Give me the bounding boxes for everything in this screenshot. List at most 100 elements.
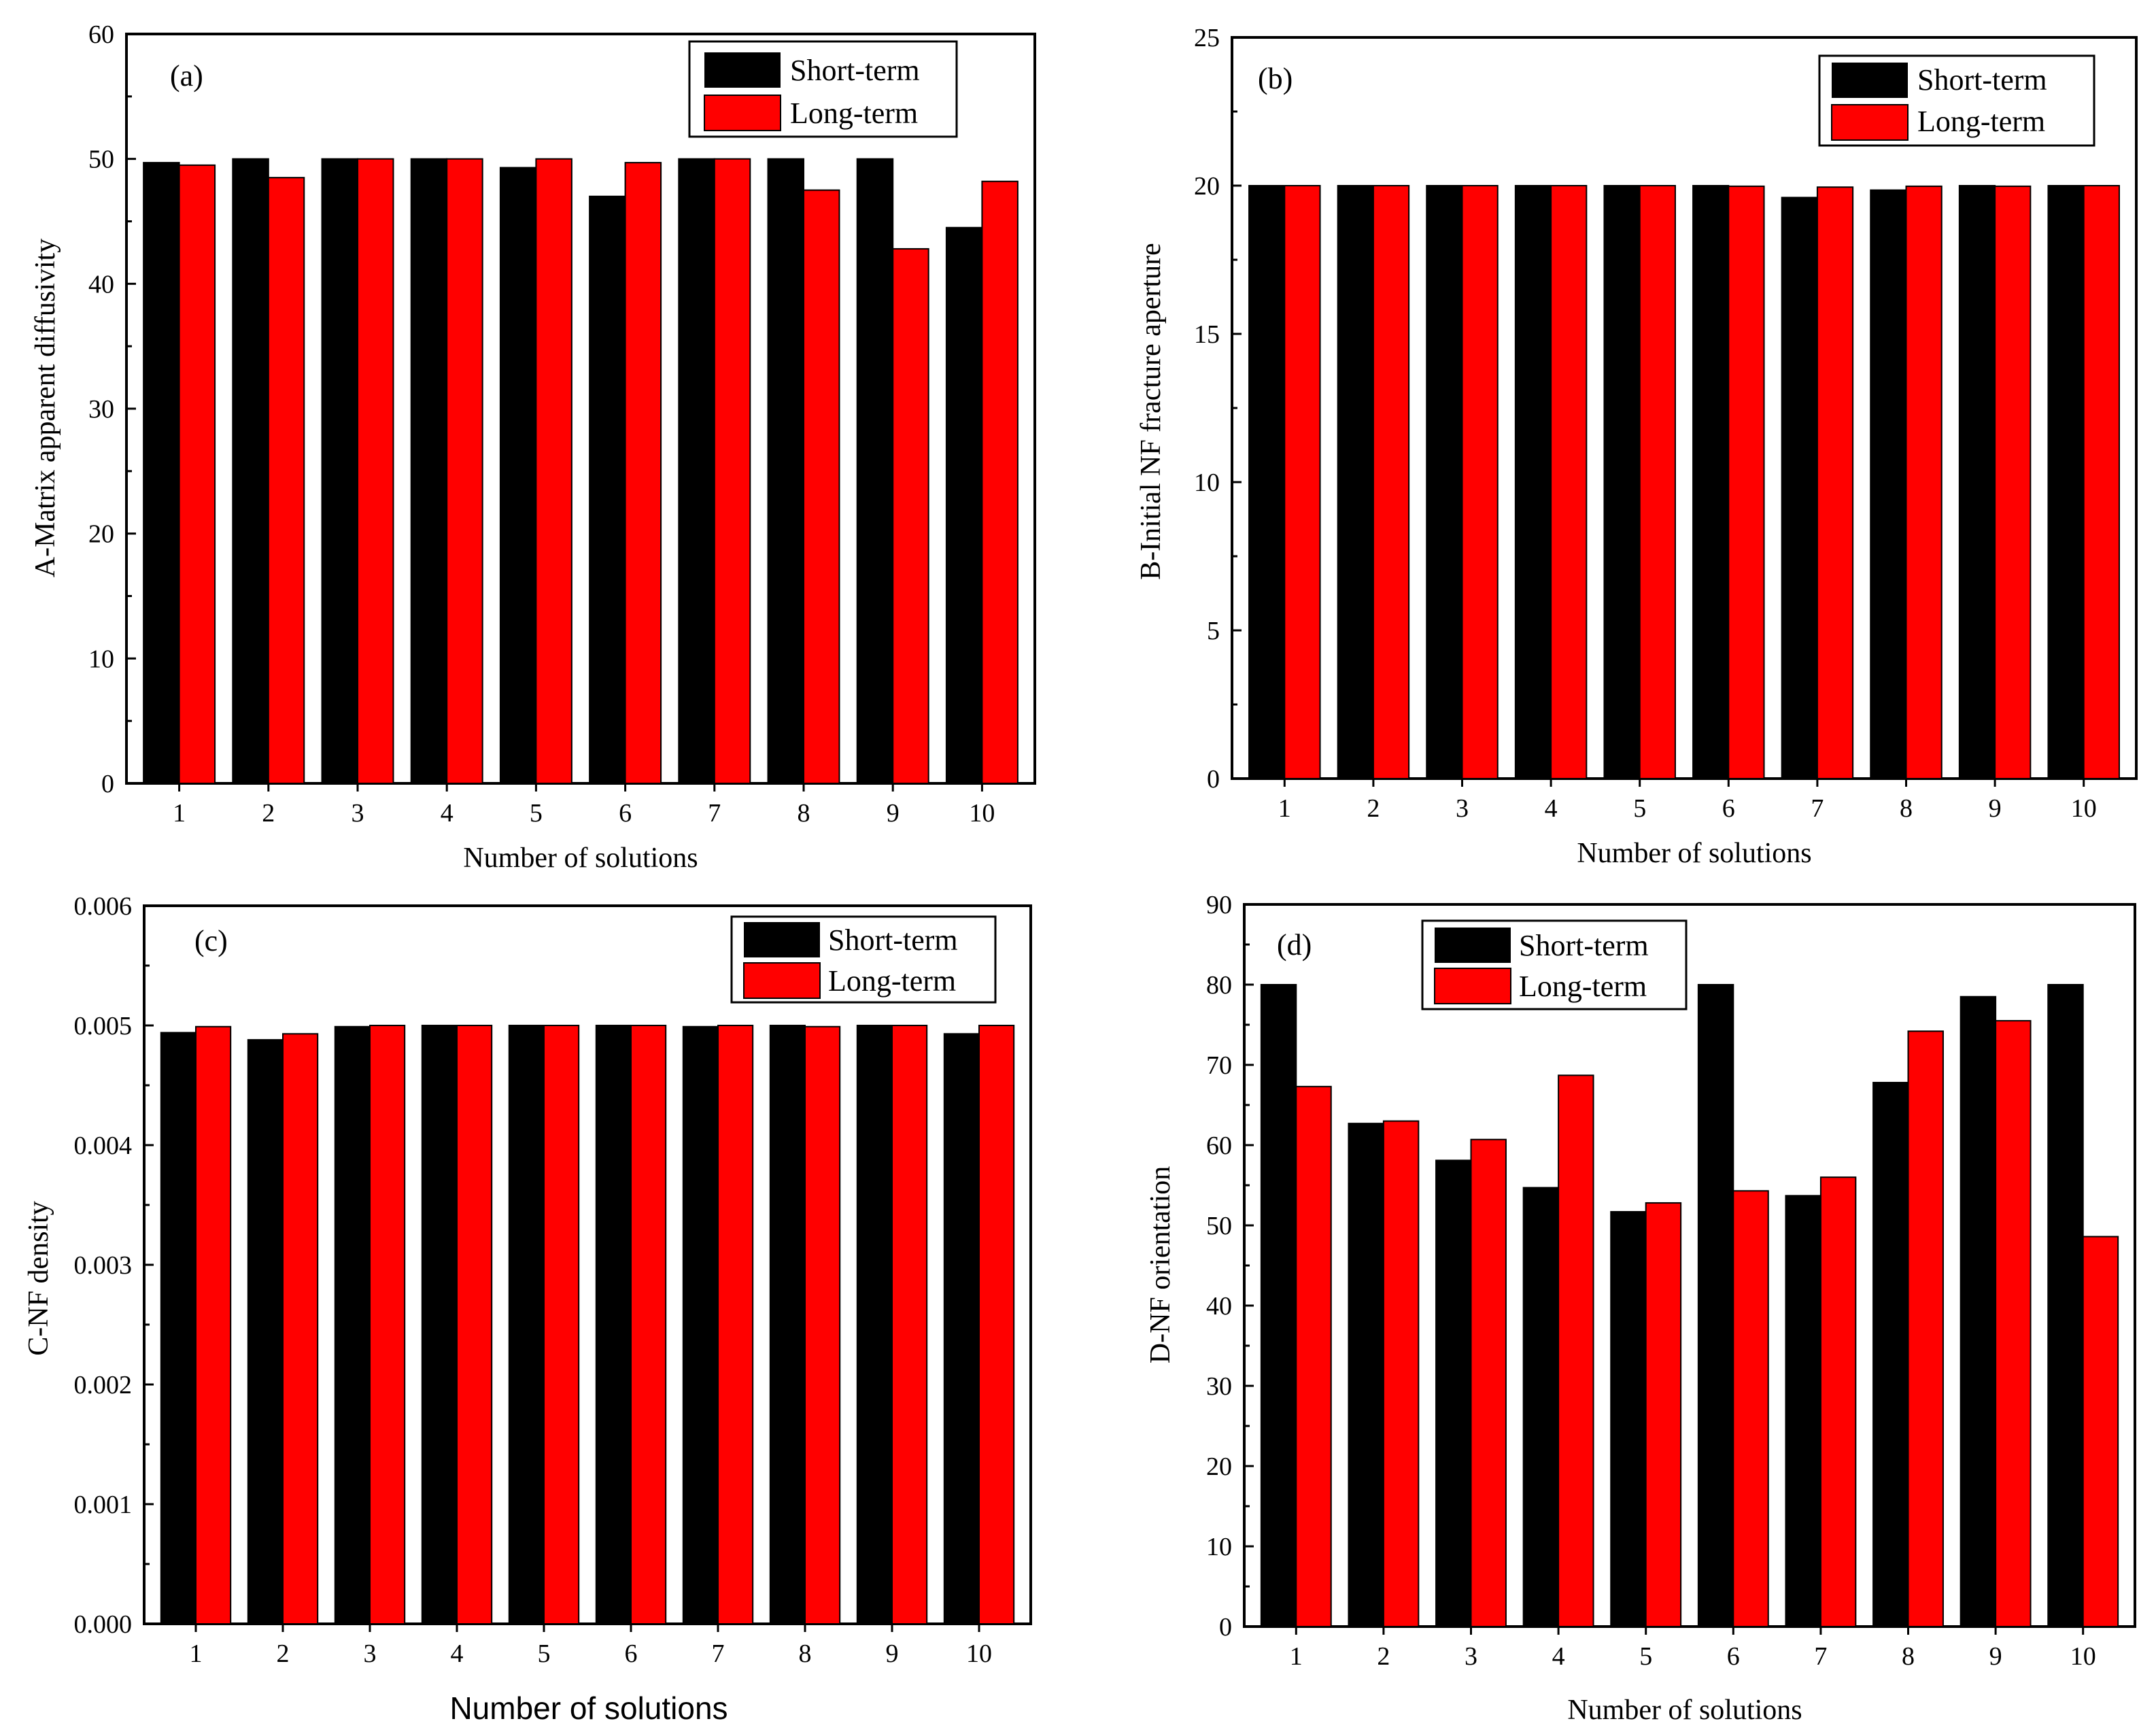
y-tick-label: 0.005 — [74, 1012, 133, 1040]
y-tick-label: 0.001 — [74, 1491, 133, 1519]
x-tick-label: 2 — [1377, 1642, 1390, 1671]
legend: Short-term Long-term — [1421, 919, 1688, 1010]
x-tick-label: 3 — [364, 1639, 377, 1668]
bar-long-term-9 — [891, 1025, 928, 1625]
y-tick-label: 25 — [1194, 24, 1220, 52]
y-tick-label: 0.006 — [74, 892, 133, 921]
y-tick-label: 40 — [1206, 1292, 1232, 1321]
bar-long-term-6 — [624, 162, 662, 784]
bar-short-term-9 — [1960, 996, 1997, 1627]
bars — [143, 158, 1019, 785]
bar-long-term-4 — [456, 1025, 493, 1625]
y-axis-title: B-Initial NF fracture aperture — [1135, 243, 1167, 580]
x-tick-label: 8 — [1900, 794, 1913, 823]
y-tick-label: 0 — [1219, 1613, 1232, 1642]
bar-short-term-5 — [499, 167, 537, 785]
bar-short-term-4 — [1514, 185, 1552, 779]
bar-long-term-2 — [1382, 1120, 1420, 1627]
bar-short-term-8 — [769, 1025, 806, 1625]
bar-short-term-4 — [421, 1025, 458, 1625]
bar-long-term-10 — [978, 1025, 1015, 1625]
x-tick-label: 7 — [712, 1639, 725, 1668]
y-tick-label: 20 — [1194, 172, 1220, 201]
bar-short-term-7 — [1785, 1195, 1821, 1627]
x-tick-label: 4 — [451, 1639, 464, 1668]
bar-short-term-5 — [508, 1025, 545, 1625]
bar-long-term-1 — [1295, 1085, 1332, 1627]
bar-short-term-1 — [1248, 185, 1286, 779]
x-tick-label: 5 — [538, 1639, 551, 1668]
legend-label-long-term: Long-term — [828, 964, 956, 998]
bar-short-term-7 — [678, 158, 715, 784]
bar-long-term-10 — [2082, 1236, 2119, 1627]
bar-long-term-4 — [1550, 185, 1588, 779]
x-tick-label: 10 — [2070, 1642, 2096, 1671]
bar-short-term-3 — [321, 158, 358, 784]
legend-swatch-short-term — [704, 52, 781, 88]
x-axis-title: Number of solutions — [1577, 838, 1811, 869]
axis-ticks: 1 2 3 4 5 6 7 8 9 10 0.000 0.001 0.002 0.003 0.004 0.00… — [74, 892, 993, 1668]
panel-c: 1 2 3 4 5 6 7 8 9 10 0.000 0.001 0.002 0.003 0.004 0.00… — [23, 892, 1032, 1726]
bar-long-term-3 — [1470, 1138, 1507, 1627]
x-tick-label: 5 — [530, 799, 543, 828]
legend-swatch-short-term — [1832, 63, 1908, 98]
bar-long-term-7 — [713, 158, 751, 784]
bar-short-term-2 — [1337, 185, 1374, 779]
bar-long-term-1 — [195, 1025, 232, 1625]
bar-long-term-2 — [267, 177, 305, 784]
bar-long-term-10 — [981, 180, 1019, 784]
y-tick-label: 10 — [88, 645, 114, 673]
y-tick-label: 5 — [1207, 617, 1220, 645]
bar-short-term-10 — [945, 226, 983, 784]
bar-short-term-9 — [856, 158, 894, 784]
y-tick-label: 0.003 — [74, 1251, 133, 1280]
legend: Short-term Long-term — [730, 915, 997, 1004]
x-tick-label: 4 — [441, 799, 454, 828]
legend-label-short-term: Short-term — [790, 54, 920, 87]
y-tick-label: 20 — [1206, 1452, 1232, 1481]
x-tick-label: 1 — [190, 1639, 203, 1668]
x-axis-title: Number of solutions — [1567, 1695, 1802, 1726]
y-tick-label: 60 — [88, 20, 114, 49]
legend-swatch-long-term — [1434, 968, 1511, 1004]
axis-ticks: 1 2 3 4 5 6 7 8 9 10 0 5 10 15 20 25 — [1194, 24, 2097, 823]
x-tick-label: 3 — [1465, 1642, 1477, 1671]
panel-a: 1 2 3 4 5 6 7 8 9 10 0 10 20 30 40 50 60 (a) Number of s… — [30, 20, 1036, 874]
legend-swatch-short-term — [1435, 928, 1511, 963]
x-tick-label: 8 — [1902, 1642, 1915, 1671]
bar-short-term-9 — [856, 1025, 893, 1625]
bar-short-term-10 — [2047, 185, 2085, 779]
x-tick-label: 4 — [1545, 794, 1558, 823]
x-tick-label: 1 — [173, 799, 186, 828]
legend-label-short-term: Short-term — [1917, 63, 2047, 97]
legend-label-long-term: Long-term — [1519, 970, 1647, 1003]
legend-swatch-long-term — [704, 95, 781, 131]
x-tick-label: 7 — [1814, 1642, 1827, 1671]
x-tick-label: 3 — [1456, 794, 1469, 823]
y-tick-label: 20 — [88, 520, 114, 549]
y-tick-label: 50 — [1206, 1212, 1232, 1240]
y-tick-label: 40 — [88, 270, 114, 299]
bar-short-term-6 — [1697, 984, 1734, 1627]
bar-long-term-2 — [282, 1033, 319, 1625]
y-tick-label: 0 — [1207, 765, 1220, 794]
bar-short-term-9 — [1958, 185, 1996, 779]
x-tick-label: 10 — [969, 799, 995, 828]
y-tick-label: 0.000 — [74, 1610, 133, 1639]
x-tick-label: 10 — [966, 1639, 992, 1668]
x-tick-label: 7 — [708, 799, 721, 828]
bar-short-term-1 — [160, 1032, 197, 1625]
x-tick-label: 2 — [262, 799, 275, 828]
x-tick-label: 1 — [1278, 794, 1291, 823]
y-tick-label: 15 — [1194, 320, 1220, 349]
bars — [160, 1025, 1015, 1625]
bar-short-term-2 — [247, 1039, 284, 1625]
bar-short-term-3 — [1435, 1159, 1472, 1628]
bar-long-term-9 — [892, 248, 929, 784]
legend: Short-term Long-term — [1818, 54, 2095, 147]
bar-short-term-2 — [232, 158, 269, 784]
bars — [1248, 185, 2120, 780]
bar-short-term-8 — [1872, 1081, 1909, 1627]
y-tick-label: 70 — [1206, 1051, 1232, 1080]
